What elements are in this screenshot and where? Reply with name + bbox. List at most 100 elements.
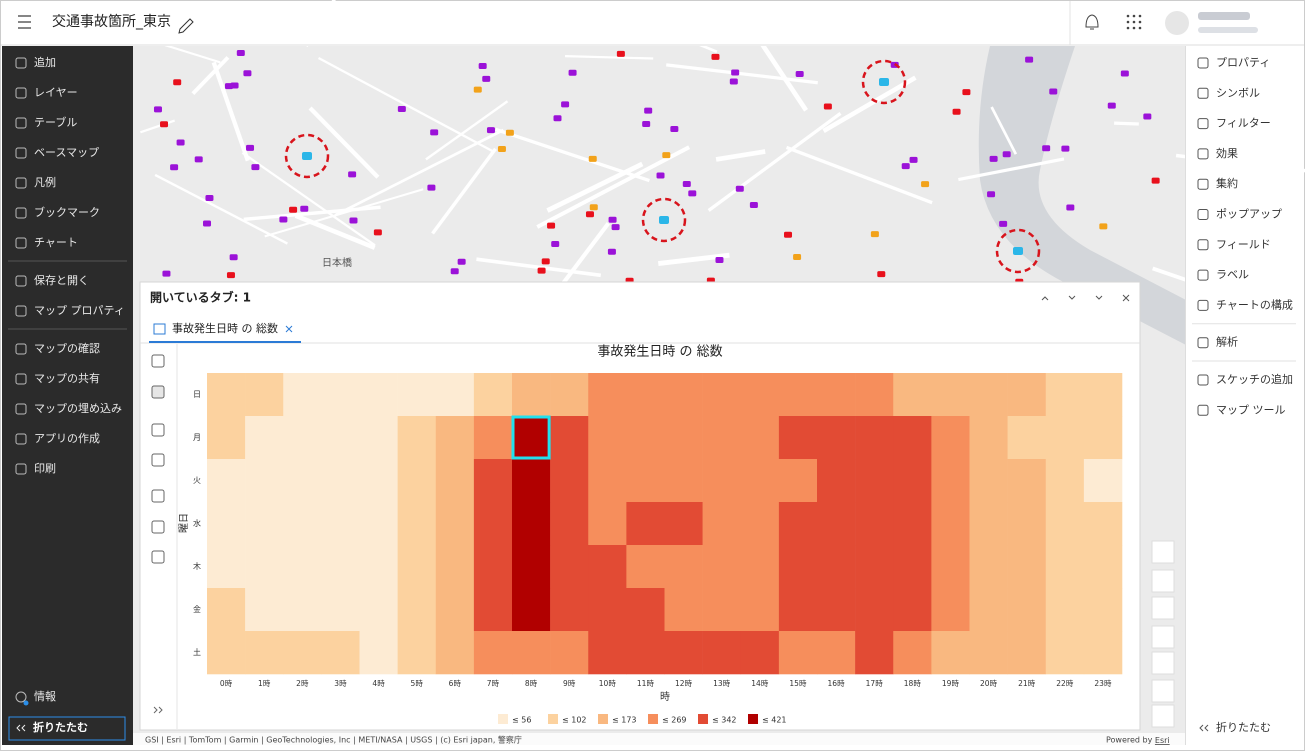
accident-marker [226, 272, 235, 279]
nav-item[interactable]: 効果 [1216, 147, 1238, 160]
chart-tool[interactable] [151, 520, 165, 534]
map-control[interactable] [1151, 625, 1175, 649]
heatmap-cell [1045, 631, 1085, 675]
map-label: 日本橋 [322, 256, 352, 269]
panel-control[interactable] [1095, 295, 1103, 300]
nav-item[interactable]: 追加 [34, 55, 56, 69]
heatmap-cell [588, 631, 627, 675]
chart-tool[interactable] [151, 385, 165, 399]
heatmap-cell [664, 588, 703, 632]
nav-item[interactable]: マップの確認 [34, 342, 100, 355]
nav-item[interactable]: 凡例 [34, 175, 56, 189]
nav-item[interactable]: マップの共有 [34, 371, 100, 385]
nav-item[interactable]: 集約 [1216, 176, 1238, 190]
heatmap-cell [283, 373, 322, 417]
nav-item[interactable]: マップ プロパティ [34, 304, 125, 317]
map-control[interactable] [1151, 596, 1175, 620]
legend-swatch [698, 714, 708, 724]
x-tick-label: 16時 [828, 679, 846, 688]
header [1, 1, 1304, 45]
nav-item[interactable]: 情報 [34, 690, 56, 703]
selected-cell [511, 415, 551, 460]
tab-label[interactable]: 事故発生日時 の 総数 [172, 321, 278, 335]
chart-tool[interactable] [151, 423, 165, 437]
heatmap-cell [207, 502, 246, 546]
heatmap-cell [283, 459, 322, 503]
x-tick-label: 11時 [637, 679, 655, 688]
nav-item[interactable]: レイヤー [34, 86, 78, 99]
y-axis-label: 曜日 [178, 513, 190, 533]
user-avatar[interactable] [1165, 11, 1189, 35]
collapse-label[interactable]: 折りたたむ [1216, 720, 1271, 734]
nav-item[interactable]: ラベル [1216, 268, 1249, 281]
nav-item[interactable]: チャート [34, 236, 78, 249]
heatmap-cell [283, 631, 322, 675]
map-control[interactable] [1151, 704, 1175, 728]
chart-tool[interactable] [151, 550, 165, 564]
nav-item[interactable]: チャートの構成 [1216, 298, 1293, 311]
tab-close[interactable] [285, 325, 293, 333]
accident-marker [1143, 113, 1152, 120]
nav-item[interactable]: テーブル [34, 115, 77, 129]
map-control[interactable] [1151, 569, 1175, 593]
collapse-label[interactable]: 折りたたむ [33, 720, 88, 734]
notifications-button[interactable] [1085, 14, 1099, 30]
street [990, 106, 1018, 155]
nav-item[interactable]: シンボル [1216, 86, 1260, 99]
esri-link[interactable]: Esri [1155, 736, 1170, 745]
nav-item[interactable]: アプリの作成 [34, 432, 100, 445]
panel-expand[interactable] [153, 706, 163, 714]
nav-item[interactable]: ブックマーク [34, 205, 100, 219]
x-tick-label: 8時 [525, 679, 538, 688]
chart-tool[interactable] [151, 453, 165, 467]
chart-tool[interactable] [151, 489, 165, 503]
street [211, 61, 250, 162]
panel-control[interactable] [1122, 294, 1130, 302]
nav-item[interactable]: 印刷 [34, 462, 56, 475]
nav-item[interactable]: フィルター [1216, 117, 1271, 130]
panel-control[interactable] [1041, 296, 1049, 301]
heatmap-cell [473, 588, 513, 632]
nav-item[interactable]: ベースマップ [34, 146, 99, 159]
y-tick-label: 金 [193, 604, 201, 614]
map-control[interactable] [1151, 651, 1175, 675]
heatmap-cell [702, 459, 742, 503]
nav-item[interactable]: マップ ツール [1216, 403, 1286, 416]
accident-marker [229, 254, 238, 261]
nav-icon [15, 207, 27, 219]
nav-item[interactable]: フィールド [1216, 238, 1271, 251]
edit-button[interactable] [178, 18, 194, 34]
nav-item[interactable]: ポップアップ [1216, 208, 1282, 221]
nav-item[interactable]: マップの埋め込み [34, 402, 122, 415]
panel-control[interactable] [1068, 295, 1076, 300]
legend-swatch [748, 714, 758, 724]
street [958, 157, 1065, 182]
heatmap-cell [435, 631, 475, 675]
heatmap-cell [664, 373, 703, 417]
heatmap-cell [931, 588, 970, 632]
street [140, 119, 176, 134]
nav-icon [15, 373, 27, 385]
map-control[interactable] [1151, 679, 1175, 703]
nav-item[interactable]: スケッチの追加 [1216, 372, 1293, 386]
heatmap-cell [550, 631, 589, 675]
collapse-button[interactable] [8, 716, 126, 741]
menu-button[interactable] [18, 15, 31, 29]
nav-item[interactable]: プロパティ [1216, 56, 1270, 69]
y-tick-label: 火 [193, 476, 201, 485]
apps-button[interactable] [1126, 14, 1142, 30]
heatmap-cell [778, 631, 818, 675]
street [241, 151, 376, 247]
highlight-circle [284, 133, 330, 179]
nav-item[interactable]: 保存と開く [34, 273, 89, 287]
nav-icon [15, 691, 27, 703]
heatmap-cell [817, 416, 856, 460]
heatmap-cell [321, 631, 360, 675]
accident-marker [430, 129, 439, 136]
nav-item[interactable]: 解析 [1216, 335, 1238, 349]
accident-marker [589, 204, 598, 211]
chart-tool[interactable] [151, 354, 165, 368]
street [546, 161, 644, 213]
legend-label: ≤ 269 [662, 716, 687, 725]
map-control[interactable] [1151, 540, 1175, 564]
